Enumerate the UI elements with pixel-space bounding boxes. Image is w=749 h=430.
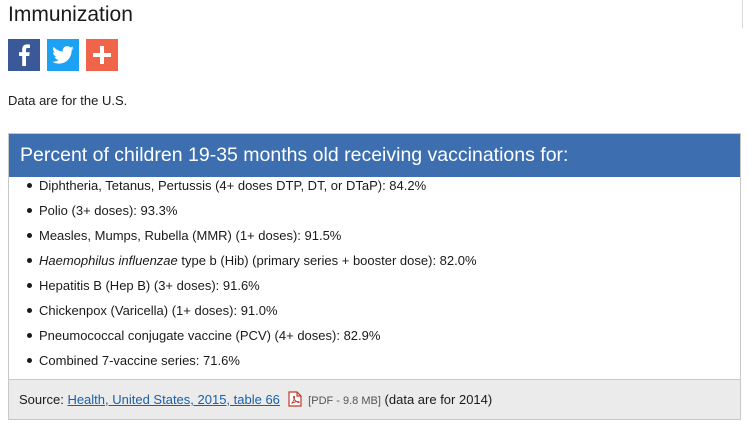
facebook-icon [19, 44, 30, 66]
list-item: Combined 7-vaccine series: 71.6% [9, 348, 740, 373]
list-item-text: Polio (3+ doses): 93.3% [39, 203, 178, 218]
data-scope-note: Data are for the U.S. [8, 93, 128, 108]
top-divider [742, 0, 743, 28]
bullet-icon [27, 233, 32, 238]
plus-icon [93, 46, 111, 64]
source-label: Source: [19, 392, 64, 407]
source-suffix: (data are for 2014) [384, 392, 493, 407]
list-item-text: Chickenpox (Varicella) (1+ doses): 91.0% [39, 303, 278, 318]
list-item: Hepatitis B (Hep B) (3+ doses): 91.6% [9, 273, 740, 298]
share-bar [8, 39, 118, 71]
list-item-text: type b (Hib) (primary series + booster d… [177, 253, 477, 268]
list-item: Pneumococcal conjugate vaccine (PCV) (4+… [9, 323, 740, 348]
bullet-icon [27, 308, 32, 313]
list-item: Measles, Mumps, Rubella (MMR) (1+ doses)… [9, 223, 740, 248]
bullet-icon [27, 358, 32, 363]
facebook-share-button[interactable] [8, 39, 40, 71]
list-item-text: Diphtheria, Tetanus, Pertussis (4+ doses… [39, 178, 427, 193]
bullet-icon [27, 258, 32, 263]
more-share-button[interactable] [86, 39, 118, 71]
bullet-icon [27, 283, 32, 288]
vaccination-stats-panel: Percent of children 19-35 months old rec… [8, 133, 741, 420]
bullet-icon [27, 208, 32, 213]
vaccination-list: Diphtheria, Tetanus, Pertussis (4+ doses… [9, 173, 740, 373]
list-item-italic-text: Haemophilus influenzae [39, 253, 178, 268]
panel-header: Percent of children 19-35 months old rec… [9, 134, 740, 177]
source-bar: Source: Health, United States, 2015, tab… [9, 379, 740, 419]
pdf-icon [287, 383, 302, 422]
list-item-text: Measles, Mumps, Rubella (MMR) (1+ doses)… [39, 228, 342, 243]
list-item-text: Pneumococcal conjugate vaccine (PCV) (4+… [39, 328, 381, 343]
source-link[interactable]: Health, United States, 2015, table 66 [67, 392, 280, 407]
list-item: Diphtheria, Tetanus, Pertussis (4+ doses… [9, 173, 740, 198]
list-item: Chickenpox (Varicella) (1+ doses): 91.0% [9, 298, 740, 323]
twitter-share-button[interactable] [47, 39, 79, 71]
list-item-text: Combined 7-vaccine series: 71.6% [39, 353, 240, 368]
bullet-icon [27, 333, 32, 338]
page-title: Immunization [8, 3, 133, 26]
twitter-icon [52, 46, 74, 64]
list-item: Haemophilus influenzae type b (Hib) (pri… [9, 248, 740, 273]
pdf-file-size: [PDF - 9.8 MB] [308, 395, 381, 407]
list-item: Polio (3+ doses): 93.3% [9, 198, 740, 223]
bullet-icon [27, 183, 32, 188]
list-item-text: Hepatitis B (Hep B) (3+ doses): 91.6% [39, 278, 260, 293]
